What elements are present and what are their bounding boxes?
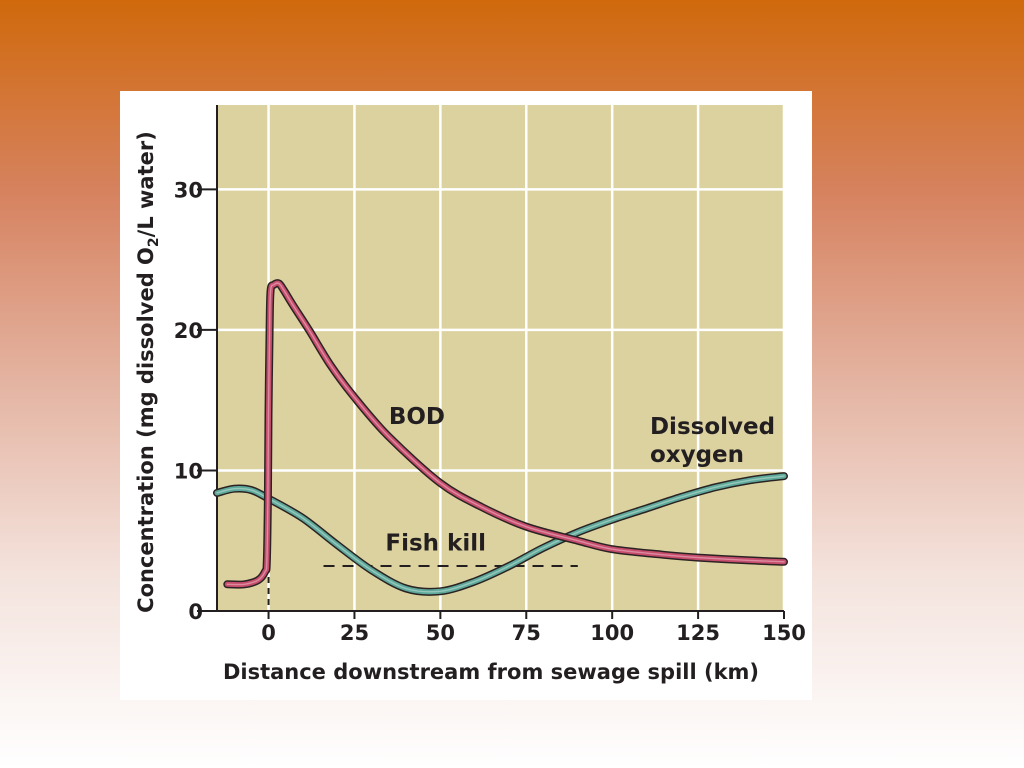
bod-line-highlight — [226, 282, 785, 586]
x-tick-label: 150 — [762, 621, 806, 645]
y-axis-label-part: Concentration (mg dissolved O — [134, 247, 158, 613]
y-axis-label: Concentration (mg dissolved O2/L water) — [134, 131, 162, 613]
x-axis-label: Distance downstream from sewage spill (k… — [223, 660, 759, 684]
y-tick-label: 10 — [174, 459, 203, 483]
x-tick-label: 50 — [426, 621, 455, 645]
axes: 0 25 50 75 100 125 150 0 10 20 30 — [174, 105, 806, 645]
x-tick-label: 0 — [261, 621, 276, 645]
x-tick-label: 75 — [512, 621, 541, 645]
line-chart: 0 25 50 75 100 125 150 0 10 20 30 BOD Dissolvedoxyg… — [134, 105, 806, 684]
x-tick-label: 25 — [340, 621, 369, 645]
x-tick-label: 100 — [590, 621, 634, 645]
annotation-label: Dissolved — [650, 414, 775, 440]
annotation-label: oxygen — [650, 442, 744, 468]
y-tick-label: 0 — [188, 600, 203, 624]
annotation-label: BOD — [389, 404, 445, 430]
bod-line — [224, 280, 787, 588]
x-tick-label: 125 — [676, 621, 720, 645]
series-lines — [213, 279, 788, 611]
y-axis-label-part: /L water) — [134, 131, 158, 237]
figure-panel: 0 25 50 75 100 125 150 0 10 20 30 BOD Dissolved oxyg… — [120, 91, 812, 700]
y-tick-label: 20 — [174, 319, 203, 343]
y-axis-label-subscript: 2 — [146, 237, 162, 247]
annotation-label: Fish kill — [385, 531, 486, 557]
y-tick-label: 30 — [174, 178, 203, 202]
